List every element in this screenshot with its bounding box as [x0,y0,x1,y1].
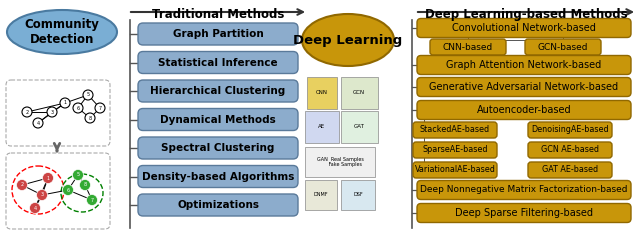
FancyBboxPatch shape [417,55,631,75]
FancyBboxPatch shape [413,162,497,178]
Text: 1: 1 [63,101,67,105]
FancyBboxPatch shape [528,142,612,158]
Text: Statistical Inference: Statistical Inference [158,58,278,67]
Circle shape [95,103,105,113]
Text: DSF: DSF [353,192,363,197]
Circle shape [36,190,47,201]
FancyBboxPatch shape [417,18,631,38]
Circle shape [60,98,70,108]
Text: 5: 5 [86,92,90,98]
FancyBboxPatch shape [305,147,375,177]
FancyBboxPatch shape [413,122,497,138]
FancyBboxPatch shape [138,109,298,130]
Text: VariationalAE-based: VariationalAE-based [415,165,495,174]
Text: 8: 8 [83,183,86,188]
Text: CNN: CNN [316,91,328,96]
Text: 2: 2 [20,183,24,188]
Circle shape [85,113,95,123]
Text: GCN-based: GCN-based [538,43,588,51]
FancyBboxPatch shape [528,162,612,178]
Text: 4: 4 [33,206,36,211]
Text: Convolutional Network-based: Convolutional Network-based [452,23,596,33]
Text: Deep Nonnegative Matrix Factorization-based: Deep Nonnegative Matrix Factorization-ba… [420,185,628,195]
FancyBboxPatch shape [6,153,110,229]
Text: GCN: GCN [353,91,365,96]
Text: Dynamical Methods: Dynamical Methods [160,114,276,125]
Circle shape [47,107,57,117]
Text: 3: 3 [51,109,54,114]
FancyBboxPatch shape [138,137,298,159]
Text: GCN AE-based: GCN AE-based [541,146,599,154]
FancyBboxPatch shape [417,180,631,200]
Text: 2: 2 [26,109,29,114]
FancyBboxPatch shape [6,80,110,146]
Text: Optimizations: Optimizations [177,200,259,210]
FancyBboxPatch shape [430,39,506,55]
Text: GAT: GAT [353,125,364,130]
Text: 6: 6 [76,105,79,110]
Text: 5: 5 [76,173,79,178]
Text: Hierarchical Clustering: Hierarchical Clustering [150,86,285,96]
FancyBboxPatch shape [341,180,375,210]
FancyBboxPatch shape [138,194,298,216]
Text: Generative Adversarial Network-based: Generative Adversarial Network-based [429,82,619,92]
Text: Spectral Clustering: Spectral Clustering [161,143,275,153]
Text: Deep Learning-based Methods: Deep Learning-based Methods [425,8,627,21]
Text: Traditional Methods: Traditional Methods [152,8,284,21]
Text: 6: 6 [67,188,70,192]
Circle shape [42,173,54,184]
Text: Deep Sparse Filtering-based: Deep Sparse Filtering-based [455,208,593,218]
FancyBboxPatch shape [417,77,631,97]
Text: Density-based Algorithms: Density-based Algorithms [142,172,294,181]
Circle shape [22,107,32,117]
Circle shape [73,103,83,113]
Text: 8: 8 [88,115,92,120]
Circle shape [79,179,90,190]
FancyBboxPatch shape [525,39,601,55]
Text: Graph Attention Network-based: Graph Attention Network-based [446,60,602,70]
FancyBboxPatch shape [341,111,378,143]
Text: CNN-based: CNN-based [443,43,493,51]
Ellipse shape [302,14,394,66]
Circle shape [33,118,43,128]
FancyBboxPatch shape [138,165,298,188]
FancyBboxPatch shape [305,180,337,210]
Text: DNMF: DNMF [314,192,328,197]
Text: DenoisingAE-based: DenoisingAE-based [531,125,609,135]
Circle shape [29,202,40,213]
FancyBboxPatch shape [305,111,339,143]
FancyBboxPatch shape [341,77,378,109]
FancyBboxPatch shape [528,122,612,138]
Text: Autoencoder-based: Autoencoder-based [477,105,572,115]
Text: Community
Detection: Community Detection [24,18,99,46]
Ellipse shape [7,10,117,54]
Text: AE: AE [319,125,326,130]
FancyBboxPatch shape [138,23,298,45]
FancyBboxPatch shape [417,203,631,223]
Text: 4: 4 [36,120,40,125]
Text: Deep Learning: Deep Learning [293,33,403,47]
Text: StackedAE-based: StackedAE-based [420,125,490,135]
Text: SparseAE-based: SparseAE-based [422,146,488,154]
Text: 7: 7 [99,105,102,110]
Circle shape [83,90,93,100]
Circle shape [17,179,28,190]
Text: Graph Partition: Graph Partition [173,29,264,39]
Text: 7: 7 [90,197,93,202]
Circle shape [63,185,74,196]
FancyBboxPatch shape [138,51,298,74]
Text: 3: 3 [40,192,44,197]
FancyBboxPatch shape [413,142,497,158]
FancyBboxPatch shape [138,80,298,102]
Text: 1: 1 [47,175,49,180]
Text: GAN  Real Samples
       Fake Samples: GAN Real Samples Fake Samples [317,157,364,167]
Text: GAT AE-based: GAT AE-based [542,165,598,174]
FancyBboxPatch shape [307,77,337,109]
Circle shape [72,169,83,180]
FancyBboxPatch shape [417,101,631,120]
Circle shape [86,195,97,206]
